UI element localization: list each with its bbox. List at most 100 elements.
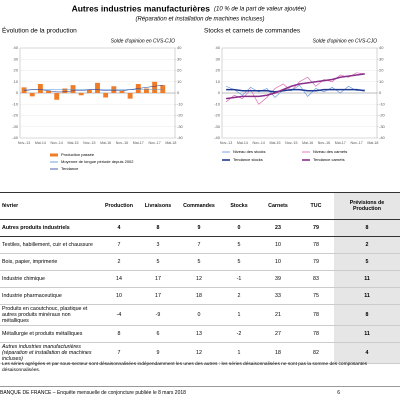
legend-label: Niveau des carnets bbox=[313, 149, 347, 154]
bar bbox=[37, 84, 43, 93]
x-tick-label: Mai-16 bbox=[100, 141, 111, 145]
cell: 82 bbox=[298, 342, 334, 364]
y-tick-label: -10 bbox=[12, 101, 19, 106]
y-tick-label: -40 bbox=[214, 135, 221, 140]
chart-title: Stocks et carnets de commandes bbox=[204, 28, 301, 35]
column-header: TUC bbox=[298, 192, 334, 220]
cell: 12 bbox=[178, 270, 220, 288]
x-tick-label: Mai-18 bbox=[165, 141, 176, 145]
cell: 27 bbox=[258, 325, 298, 343]
x-tick-label: Nov.-13 bbox=[220, 141, 232, 145]
cell: 5 bbox=[220, 253, 258, 271]
bar bbox=[95, 82, 100, 93]
y2-tick-label: 20 bbox=[379, 68, 384, 73]
y2-tick-label: -20 bbox=[379, 113, 386, 118]
bar bbox=[62, 88, 68, 93]
y-tick-label: -20 bbox=[214, 113, 221, 118]
column-header: Carnets bbox=[258, 192, 298, 220]
line bbox=[226, 88, 365, 93]
bar bbox=[144, 88, 149, 93]
row-label: Bois, papier, imprimerie bbox=[0, 253, 100, 271]
y2-tick-label: -30 bbox=[177, 124, 184, 129]
cell: 11 bbox=[334, 270, 400, 288]
footnote: Les séries agrégées et par sous-secteur … bbox=[2, 362, 368, 373]
row: Industrie chimique 14 17 12 -1 39 83 11 bbox=[0, 270, 400, 288]
x-tick-label: Nov.-15 bbox=[83, 141, 95, 145]
row-label: Textiles, habillement, cuir et chaussure bbox=[0, 236, 100, 254]
legend-label: Tendance stocks bbox=[233, 157, 263, 162]
cell: 18 bbox=[258, 342, 298, 364]
cell: 78 bbox=[298, 304, 334, 326]
row: Industrie pharmaceutique 10 17 18 2 33 75 11 bbox=[0, 287, 400, 305]
cell: 5 bbox=[138, 253, 178, 271]
cell: 12 bbox=[178, 342, 220, 364]
cell: 8 bbox=[100, 325, 138, 343]
cell: 33 bbox=[258, 287, 298, 305]
x-tick-label: Nov.-15 bbox=[285, 141, 297, 145]
y-tick-label: 40 bbox=[14, 45, 19, 50]
x-tick-label: Mai-14 bbox=[35, 141, 46, 145]
cell: 4 bbox=[100, 219, 138, 237]
cell: 75 bbox=[298, 287, 334, 305]
x-tick-label: Nov.-14 bbox=[253, 141, 265, 145]
bar bbox=[70, 85, 76, 93]
cell: 10 bbox=[258, 253, 298, 271]
x-tick-label: Nov.-16 bbox=[318, 141, 330, 145]
cell: 23 bbox=[258, 219, 298, 237]
column-header: Livraisons bbox=[138, 192, 178, 220]
bar bbox=[29, 93, 35, 97]
y2-tick-label: 0 bbox=[379, 90, 382, 95]
column-header: février bbox=[0, 192, 100, 220]
y-tick-label: 30 bbox=[14, 56, 19, 61]
cell: 17 bbox=[138, 287, 178, 305]
bar bbox=[160, 85, 166, 93]
y2-tick-label: 40 bbox=[177, 45, 182, 50]
y-tick-label: 20 bbox=[14, 68, 19, 73]
cell: 8 bbox=[334, 304, 400, 326]
table: février Production Livraisons Commandes Stoc… bbox=[0, 192, 400, 364]
row-label: Industrie chimique bbox=[0, 270, 100, 288]
row: Autres industries manufacturières (répar… bbox=[0, 342, 400, 364]
cell: 9 bbox=[178, 219, 220, 237]
x-tick-label: Mai-18 bbox=[367, 141, 378, 145]
cell: 21 bbox=[258, 304, 298, 326]
cell: 3 bbox=[138, 236, 178, 254]
column-header: Prévisions de Production bbox=[334, 192, 400, 220]
y2-tick-label: -40 bbox=[379, 135, 386, 140]
row-label: Industrie pharmaceutique bbox=[0, 287, 100, 305]
y2-tick-label: -30 bbox=[379, 124, 386, 129]
bar bbox=[78, 93, 84, 96]
x-tick-label: Nov.-16 bbox=[116, 141, 128, 145]
subtitle: (Réparation et installation de machines … bbox=[135, 17, 264, 23]
row-label: Métallurgie et produits métalliques bbox=[0, 325, 100, 343]
cell: 11 bbox=[334, 325, 400, 343]
column-header: Stocks bbox=[220, 192, 258, 220]
cell: 39 bbox=[258, 270, 298, 288]
y-tick-label: 30 bbox=[216, 56, 221, 61]
y-tick-label: -20 bbox=[12, 113, 19, 118]
cell: 2 bbox=[334, 236, 400, 254]
y-tick-label: -30 bbox=[12, 124, 19, 129]
column-header: Production bbox=[100, 192, 138, 220]
cell: 2 bbox=[100, 253, 138, 271]
y2-tick-label: 20 bbox=[177, 68, 182, 73]
cell: 2 bbox=[220, 287, 258, 305]
cell: -9 bbox=[138, 304, 178, 326]
y-tick-label: 10 bbox=[216, 79, 221, 84]
row-label: Autres industries manufacturières (répar… bbox=[0, 342, 100, 364]
row-label: Produits en caoutchouc, plastique et aut… bbox=[0, 304, 100, 326]
cell: 83 bbox=[298, 270, 334, 288]
title: Autres industries manufacturières bbox=[72, 3, 211, 13]
cell: 8 bbox=[334, 219, 400, 237]
bar bbox=[152, 81, 158, 93]
cell: 0 bbox=[178, 304, 220, 326]
cell: 5 bbox=[178, 253, 220, 271]
chart-subtitle: Solde d'opinion en CVS-CJO bbox=[313, 38, 377, 44]
y-tick-label: 0 bbox=[218, 90, 221, 95]
cell: 9 bbox=[138, 342, 178, 364]
cell: 79 bbox=[298, 219, 334, 237]
bar bbox=[127, 93, 133, 99]
y-tick-label: 40 bbox=[216, 45, 221, 50]
legend-label: Tendance carnets bbox=[313, 157, 345, 162]
